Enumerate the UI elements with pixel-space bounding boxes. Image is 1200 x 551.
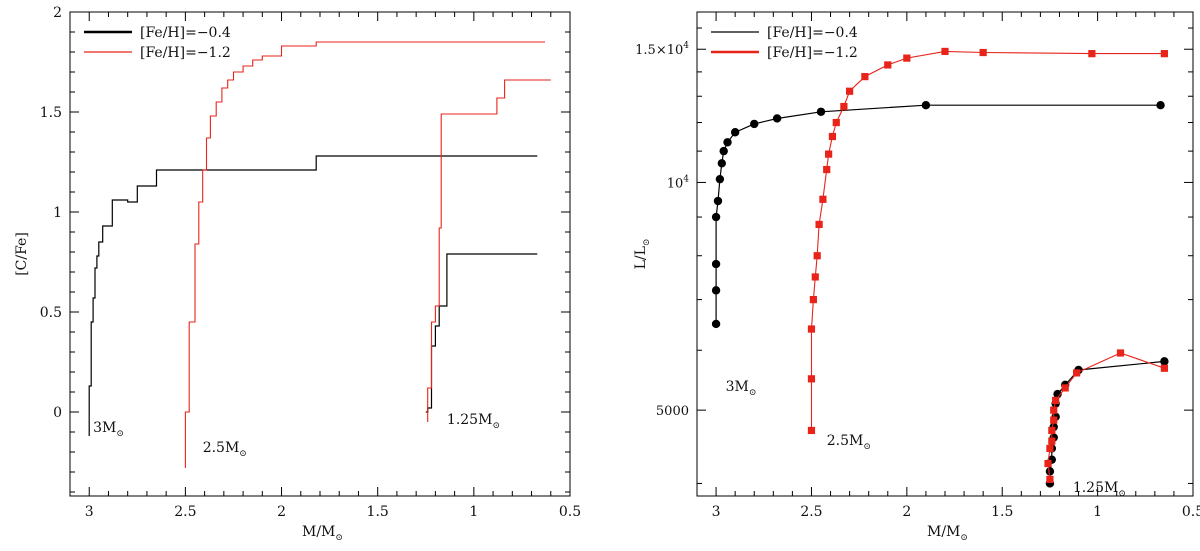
panel-luminosity: 3 2.5 2 1.5 1 0.5 1.5×104 104 5000 M/M⊙ L/L⊙ [Fe/H]…	[633, 11, 1200, 543]
legend-label: [Fe/H]=−1.2	[140, 45, 231, 61]
y-axis-label: L/L⊙	[633, 239, 652, 270]
x-tick-label: 1.5	[991, 504, 1013, 520]
data-point-red-125M	[1048, 437, 1056, 445]
data-point-red-25M	[828, 132, 837, 141]
series-line-red-125M	[427, 79, 551, 422]
series-line-black-125M	[1049, 360, 1165, 484]
data-point-red-25M	[811, 273, 819, 281]
data-point-black-3M	[723, 138, 732, 147]
data-point-black-3M	[1156, 101, 1165, 110]
mass-annotation: 2.5M⊙	[827, 433, 871, 452]
data-point-red-25M	[823, 165, 831, 174]
mass-annotation: 1.25M⊙	[1073, 480, 1126, 499]
data-point-red-125M	[1046, 475, 1054, 483]
legend-label: [Fe/H]=−0.4	[140, 25, 231, 41]
data-point-red-25M	[884, 61, 892, 69]
data-point-red-25M	[1088, 50, 1096, 58]
y-tick-label: 5000	[656, 404, 689, 419]
data-point-red-125M	[1160, 364, 1168, 372]
mass-annotation: 1.25M⊙	[447, 412, 500, 431]
y-tick-label: 1	[53, 205, 62, 221]
x-tick-label: 0.5	[559, 504, 581, 520]
legend-label: [Fe/H]=−1.2	[767, 45, 858, 61]
data-point-black-3M	[713, 196, 723, 206]
data-point-black-3M	[711, 286, 721, 295]
series-line-red-25M	[810, 50, 1165, 431]
data-point-red-25M	[941, 47, 949, 56]
data-point-black-3M	[719, 146, 728, 156]
data-point-red-25M	[825, 150, 833, 158]
y-tick-label: 1.5	[40, 105, 62, 121]
data-point-red-25M	[815, 220, 823, 229]
data-point-red-125M	[1052, 396, 1060, 405]
y-tick-label: 0.5	[40, 305, 62, 321]
mass-annotation: 2.5M⊙	[203, 440, 247, 459]
data-point-red-25M	[832, 118, 840, 127]
data-point-black-3M	[750, 119, 759, 129]
data-point-red-125M	[1050, 416, 1058, 424]
plot-frame	[696, 11, 1194, 497]
data-point-red-25M	[819, 195, 827, 203]
x-tick-label: 0.5	[1182, 504, 1200, 520]
x-tick-label: 3	[85, 504, 94, 520]
data-point-red-125M	[1050, 406, 1058, 414]
mass-annotation: 3M⊙	[726, 379, 757, 398]
series-line-red-25M	[184, 41, 545, 468]
data-point-black-3M	[921, 101, 931, 110]
x-tick-label: 2.5	[800, 504, 822, 520]
data-point-red-125M	[1116, 349, 1125, 357]
x-tick-label: 1	[1093, 504, 1102, 520]
y-axis-label: [C/Fe]	[14, 232, 30, 276]
data-point-black-3M	[715, 174, 725, 184]
data-point-black-125M	[1045, 467, 1055, 476]
x-tick-label: 2	[277, 504, 286, 520]
series-line-red-125M	[1047, 352, 1165, 480]
data-point-red-25M	[809, 296, 817, 304]
data-point-black-3M	[730, 128, 740, 137]
y-tick-label: 0	[53, 405, 62, 421]
data-point-red-25M	[840, 102, 848, 111]
data-point-black-3M	[711, 259, 721, 269]
data-point-red-25M	[807, 426, 816, 435]
mass-annotation: 3M⊙	[93, 420, 124, 439]
x-tick-label: 1.5	[367, 504, 389, 520]
data-point-black-3M	[711, 319, 721, 329]
x-tick-label: 3	[712, 504, 721, 520]
series-line-black-125M	[425, 253, 538, 413]
data-point-red-125M	[1044, 459, 1052, 468]
data-point-red-25M	[846, 87, 854, 95]
data-point-black-125M	[1160, 357, 1169, 366]
data-point-red-125M	[1073, 369, 1081, 377]
x-tick-label: 2.5	[174, 504, 196, 520]
data-point-red-125M	[1048, 426, 1056, 435]
data-point-red-25M	[979, 48, 987, 57]
data-point-black-3M	[711, 212, 721, 222]
data-point-red-25M	[903, 54, 911, 62]
x-tick-label: 1	[469, 504, 478, 520]
data-point-black-125M	[1053, 389, 1062, 399]
series-line-black-3M	[715, 104, 1161, 324]
x-tick-label: 2	[902, 504, 911, 520]
data-point-black-3M	[816, 107, 826, 116]
legend-label: [Fe/H]=−0.4	[767, 25, 858, 41]
data-point-red-25M	[807, 375, 816, 383]
data-point-red-125M	[1046, 444, 1054, 453]
data-point-red-25M	[861, 73, 869, 81]
y-tick-label: 104	[667, 174, 690, 191]
data-point-red-25M	[813, 252, 821, 260]
y-tick-label: 2	[53, 5, 62, 21]
series-line-black-3M	[88, 155, 538, 436]
x-axis-label: M/M⊙	[302, 524, 343, 543]
y-tick-label: 1.5×104	[635, 41, 689, 58]
data-point-red-25M	[807, 325, 816, 333]
data-point-black-3M	[772, 114, 782, 123]
data-point-red-25M	[1160, 50, 1168, 58]
panel-carbon-enhancement: 3 2.5 2 1.5 1 0.5 0 0.5 1 1.5 2 M/M⊙ [C/Fe] [Fe/H]=−0…	[14, 5, 581, 543]
x-axis-label: M/M⊙	[927, 524, 968, 543]
data-point-red-125M	[1061, 384, 1069, 392]
data-point-black-3M	[717, 159, 726, 168]
